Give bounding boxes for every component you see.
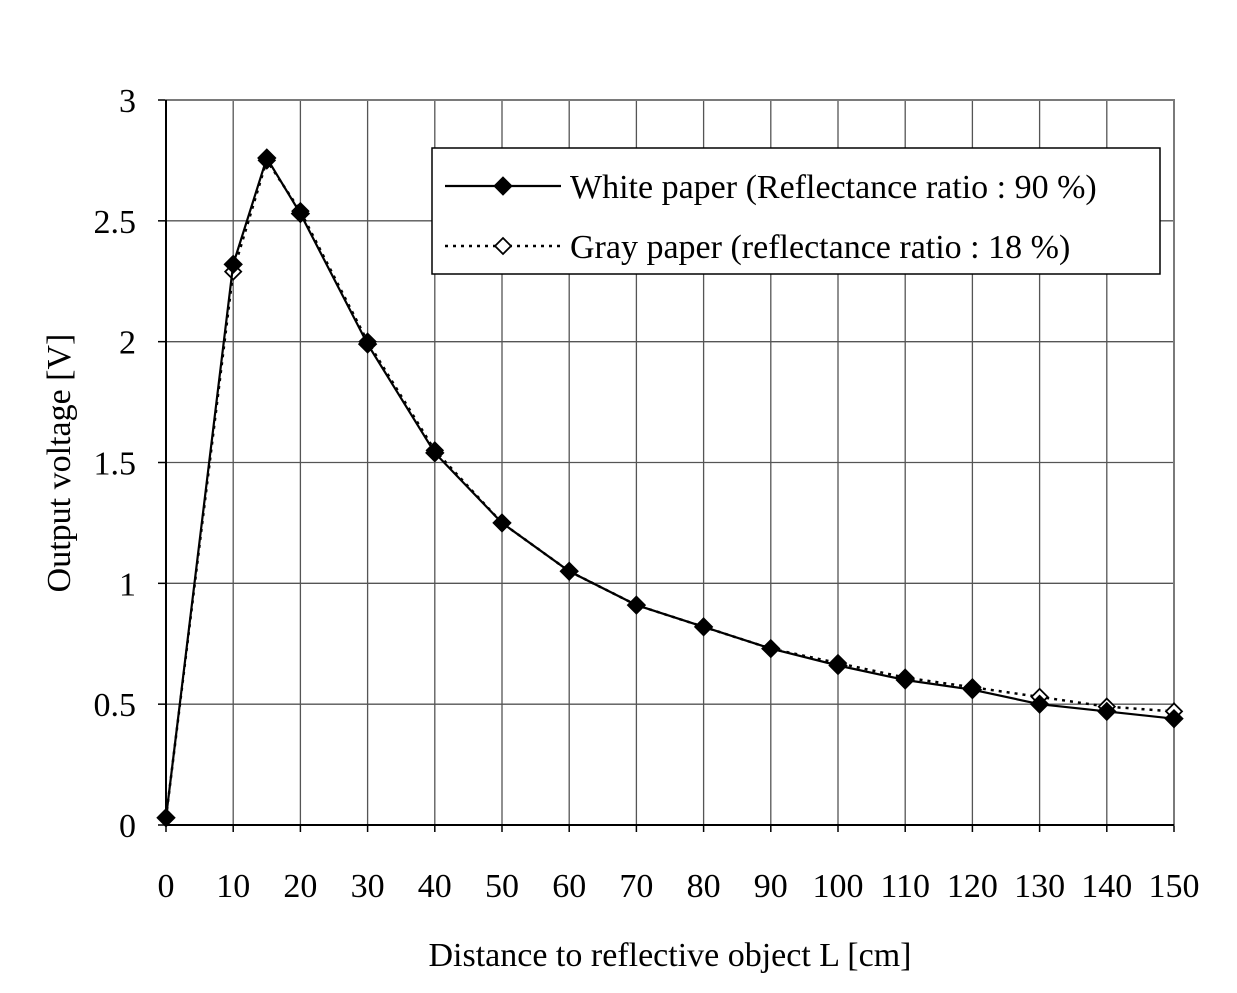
data-point-marker (1164, 708, 1184, 729)
data-point-marker (962, 679, 983, 700)
data-point-marker (492, 513, 512, 533)
series-layer (156, 148, 1184, 828)
y-axis-title: Output voltage [V] (41, 334, 78, 593)
legend-marker (493, 236, 513, 256)
x-tick-label: 90 (754, 868, 788, 905)
y-tick-label: 2.5 (94, 204, 137, 241)
y-tick-label: 1.5 (94, 446, 137, 483)
x-axis-title: Distance to reflective object L [cm] (428, 937, 911, 974)
x-tick-labels: 0 10 20 30 40 50 60 70 80 90 100 110 120 130 140 150 (158, 868, 1200, 905)
data-point-marker (223, 254, 243, 275)
x-tick-label: 50 (485, 868, 519, 905)
y-tick-labels: 0 0.5 1 1.5 2 2.5 3 (94, 83, 137, 845)
x-tick-label: 40 (418, 868, 452, 905)
y-tick-label: 0 (119, 808, 136, 845)
y-tick-label: 2 (119, 325, 136, 362)
x-tick-label: 0 (158, 868, 175, 905)
data-point-marker (1029, 694, 1050, 714)
data-point-marker (257, 148, 277, 168)
data-point-marker (1097, 701, 1117, 722)
legend: White paper (Reflectance ratio : 90 %) Gr… (431, 147, 1161, 275)
legend-label: Gray paper (reflectance ratio : 18 %) (570, 229, 1070, 266)
legend-box (431, 147, 1161, 275)
data-point-marker (425, 443, 445, 463)
x-tick-label: 60 (552, 868, 586, 905)
series-white-paper (156, 148, 1184, 828)
x-tick-label: 110 (880, 868, 930, 905)
data-point-marker (761, 638, 781, 659)
y-tick-label: 3 (119, 83, 136, 120)
x-tick-label: 20 (283, 868, 317, 905)
axes (158, 99, 1175, 832)
data-point-marker (357, 334, 378, 354)
x-tick-label: 30 (351, 868, 385, 905)
data-point-marker (156, 808, 176, 828)
x-tick-label: 70 (619, 868, 653, 905)
legend-item: Gray paper (reflectance ratio : 18 %) (445, 229, 1070, 266)
x-tick-label: 80 (687, 868, 721, 905)
legend-item: White paper (Reflectance ratio : 90 %) (445, 169, 1097, 206)
y-tick-label: 0.5 (94, 687, 137, 724)
x-tick-label: 100 (813, 868, 864, 905)
data-point-marker (693, 617, 714, 637)
data-point-marker (626, 595, 647, 615)
data-point-marker (895, 670, 915, 690)
data-point-marker (828, 655, 848, 676)
data-point-marker (290, 203, 311, 224)
x-tick-label: 140 (1081, 868, 1132, 905)
legend-marker (493, 176, 513, 196)
x-tick-label: 10 (216, 868, 250, 905)
x-tick-label: 130 (1014, 868, 1065, 905)
x-tick-label: 120 (947, 868, 998, 905)
legend-label: White paper (Reflectance ratio : 90 %) (570, 169, 1097, 206)
data-point-marker (559, 561, 579, 581)
y-tick-label: 1 (119, 566, 136, 603)
x-tick-label: 150 (1149, 868, 1200, 905)
